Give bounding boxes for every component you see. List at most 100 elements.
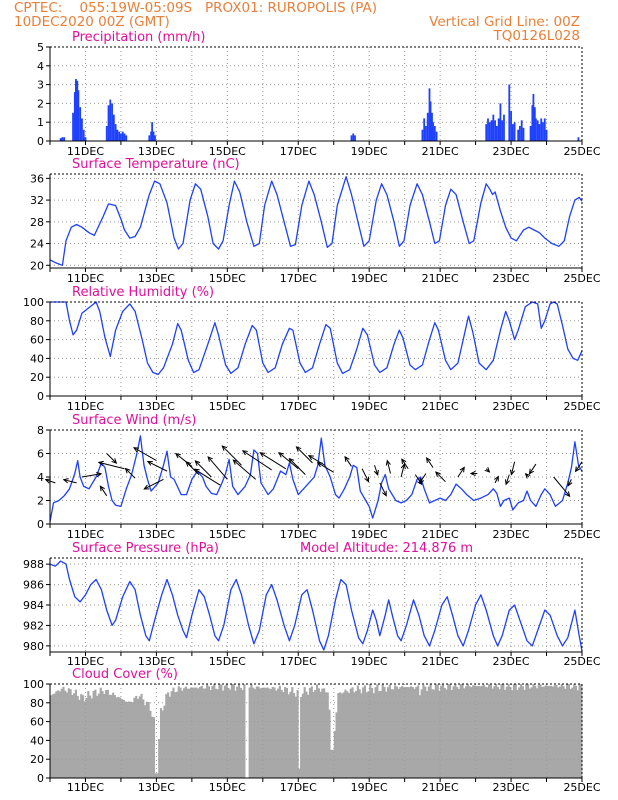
wind-vector-head — [509, 469, 515, 476]
x-tick-label: 23DEC — [493, 272, 530, 285]
wind-vector — [63, 479, 77, 484]
cloud-bar — [328, 709, 331, 778]
x-tick-label: 15DEC — [209, 145, 246, 158]
precip-bar — [532, 94, 535, 141]
x-tick-label: 15DEC — [209, 655, 246, 668]
cloud-bar — [167, 692, 170, 778]
wind-vector-head — [524, 472, 531, 479]
cloud-bar — [317, 688, 320, 778]
cloud-bar — [124, 701, 127, 778]
cloud-bar — [106, 689, 109, 778]
precip-bar — [540, 118, 543, 141]
precip-bar — [63, 137, 66, 141]
wind-vector — [99, 485, 108, 497]
cloud-bar — [514, 684, 517, 778]
precip-bar — [118, 131, 121, 141]
cloud-bar — [491, 688, 494, 778]
cloud-bar — [97, 693, 101, 778]
x-tick-label: 13DEC — [138, 272, 175, 285]
cloud-bar — [154, 773, 157, 778]
x-tick-label: 17DEC — [280, 145, 317, 158]
cloud-bar — [569, 688, 572, 778]
cloud-bar — [136, 698, 140, 778]
cloud-bar — [548, 685, 551, 778]
precip-bar — [497, 118, 500, 141]
y-tick-label: 100 — [23, 678, 44, 691]
cloud-bar — [122, 699, 125, 778]
wind-vector — [194, 468, 221, 486]
x-tick-label: 17DEC — [280, 400, 317, 413]
wind-vector-head — [99, 485, 105, 492]
wind-vector — [401, 458, 409, 470]
cloud-bar — [211, 686, 214, 778]
cloud-bar — [156, 773, 159, 778]
x-tick-label: 19DEC — [351, 145, 388, 158]
cloud-bar — [477, 685, 480, 778]
cloud-bar — [566, 684, 569, 778]
precip-bar — [538, 124, 541, 141]
cloud-bar — [461, 684, 464, 778]
cloud-bar — [142, 699, 145, 778]
cloud-bar — [367, 691, 370, 778]
wind-vector-head — [418, 478, 425, 485]
wind-vector-head — [185, 461, 192, 467]
x-tick-label: 15DEC — [209, 272, 246, 285]
cloud-bar — [411, 687, 414, 778]
cloud-bar — [108, 694, 111, 778]
wind-vector-head — [494, 475, 499, 482]
cloud-bar — [436, 684, 439, 778]
y-tick-label: 2 — [37, 495, 44, 508]
x-tick-label: 19DEC — [351, 272, 388, 285]
cloud-bar — [518, 687, 521, 778]
cloud-bar — [417, 685, 420, 778]
wind-vector-head — [174, 452, 181, 459]
precip-bar — [501, 120, 504, 141]
cloud-bar — [223, 685, 226, 778]
cloud-bar — [276, 688, 280, 778]
precip-bar — [111, 103, 113, 141]
cloud-bar — [360, 693, 363, 778]
wind-vector — [426, 457, 434, 468]
cloud-bar — [92, 691, 95, 778]
cloud-bar — [349, 688, 352, 778]
precip-bar — [81, 118, 83, 141]
wind-vector — [317, 462, 334, 473]
precip-bar — [354, 135, 356, 141]
cloud-bar — [553, 685, 556, 778]
x-tick-label: 19DEC — [351, 781, 388, 794]
cloud-bar — [312, 692, 315, 778]
wind-vector-head — [232, 459, 239, 465]
x-tick-label: 11DEC — [67, 400, 104, 413]
cloud-bar — [443, 687, 446, 778]
wind-vector-head — [344, 455, 350, 462]
precip-bar — [350, 135, 353, 141]
x-tick-label: 21DEC — [422, 400, 459, 413]
cloud-bar — [502, 684, 505, 778]
cloud-bar — [175, 691, 179, 778]
y-tick-label: 20 — [30, 259, 44, 272]
cloud-bar — [397, 688, 400, 778]
wind-vector-head — [381, 490, 387, 497]
wind-vector-head — [96, 471, 103, 478]
cloud-bar — [152, 717, 156, 778]
y-tick-label: 5 — [37, 41, 44, 54]
cloud-bar — [115, 697, 118, 778]
cloud-bar — [413, 688, 416, 778]
cloud-bar — [452, 686, 455, 778]
cloud-bar — [64, 690, 67, 778]
series-line — [50, 301, 583, 376]
x-tick-label: 11DEC — [67, 655, 104, 668]
cloud-bar — [138, 696, 141, 778]
cloud-bar — [90, 698, 93, 778]
cloud-bar — [190, 687, 193, 778]
wind-vector — [494, 476, 499, 484]
x-tick-label: 23DEC — [493, 655, 530, 668]
x-tick-label: 25DEC — [563, 400, 600, 413]
cloud-bar — [495, 684, 498, 778]
cloud-bar — [183, 688, 186, 778]
wind-vector — [106, 453, 117, 464]
cloud-bar — [300, 696, 303, 778]
wind-vector-head — [316, 462, 323, 468]
cloud-bar — [496, 687, 500, 778]
cloud-bar — [229, 689, 232, 778]
